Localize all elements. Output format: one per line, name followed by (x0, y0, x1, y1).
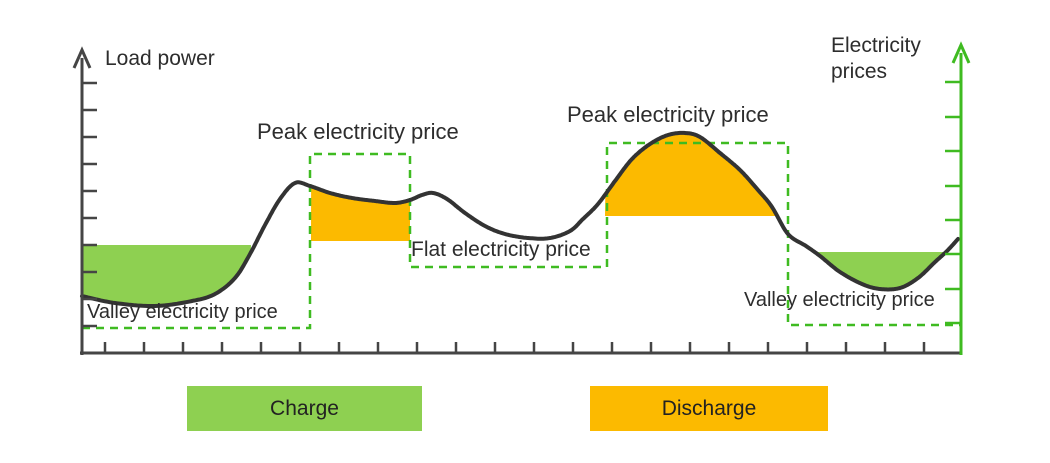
legend-charge-label: Charge (270, 396, 339, 420)
right-axis-title: Electricity prices (831, 34, 921, 84)
annotation-peak-price-2: Peak electricity price (567, 102, 769, 127)
annotation-peak-price-1: Peak electricity price (257, 119, 459, 144)
discharge-region (605, 132, 777, 216)
left-axis-title: Load power (105, 47, 215, 70)
load-curve (80, 130, 960, 308)
annotation-valley-price-left: Valley electricity price (87, 301, 278, 323)
legend-discharge-label: Discharge (661, 396, 757, 420)
legend-discharge: Discharge (590, 386, 828, 431)
charge-region (82, 245, 251, 306)
annotation-valley-price-right: Valley electricity price (744, 289, 935, 311)
discharge-region (311, 186, 410, 241)
annotation-flat-price: Flat electricity price (411, 238, 591, 261)
left-axis-arrow (72, 46, 92, 69)
right-axis-arrow (951, 41, 971, 64)
legend-charge: Charge (187, 386, 422, 431)
